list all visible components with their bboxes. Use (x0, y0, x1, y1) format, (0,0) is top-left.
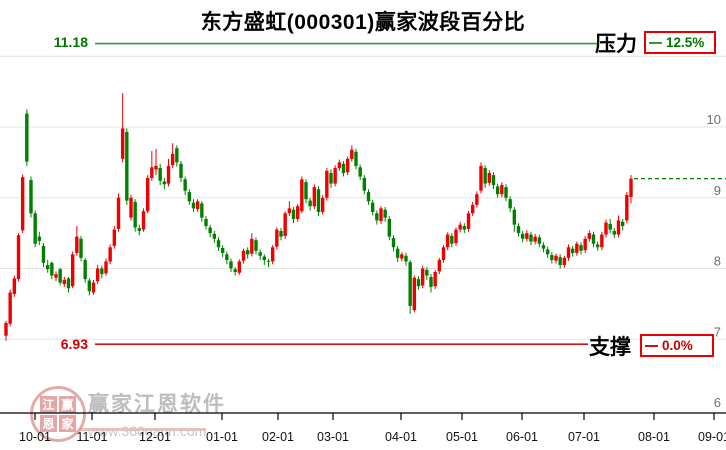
svg-text:7: 7 (714, 324, 721, 339)
svg-text:05-01: 05-01 (446, 430, 478, 444)
svg-text:11-01: 11-01 (76, 430, 107, 444)
svg-text:08-01: 08-01 (638, 430, 670, 444)
svg-text:10: 10 (707, 112, 721, 127)
svg-text:6: 6 (714, 395, 721, 410)
svg-text:04-01: 04-01 (385, 430, 417, 444)
svg-text:8: 8 (714, 254, 721, 269)
svg-text:10-01: 10-01 (19, 430, 51, 444)
seal-char: 江 (40, 396, 57, 413)
svg-text:9: 9 (714, 183, 721, 198)
support-percent: 0.0% (662, 337, 693, 353)
seal-char: 赢 (59, 396, 76, 413)
svg-text:07-01: 07-01 (568, 430, 600, 444)
pressure-badge: 12.5% (644, 31, 716, 54)
svg-text:03-01: 03-01 (317, 430, 349, 444)
svg-text:01-01: 01-01 (206, 430, 238, 444)
watermark-url-text: www.360gann.com (88, 423, 207, 439)
seal-char: 家 (59, 415, 76, 432)
chart-title: 东方盛虹(000301)赢家波段百分比 (200, 11, 526, 34)
svg-text:09-01: 09-01 (698, 430, 726, 444)
svg-text:02-01: 02-01 (262, 430, 294, 444)
seal-char: 恩 (40, 415, 57, 432)
svg-text:06-01: 06-01 (506, 430, 538, 444)
support-badge: 0.0% (640, 334, 714, 357)
svg-text:12-01: 12-01 (139, 430, 171, 444)
pressure-line-sample-icon (649, 41, 662, 44)
support-line-sample-icon (645, 344, 658, 347)
support-value: 6.93 (60, 336, 88, 352)
pressure-value: 11.18 (53, 34, 88, 50)
seal-ribbon (80, 428, 206, 431)
pressure-label: 压力 (595, 33, 637, 56)
brand-seal-icon: 江 赢 恩 家 (30, 386, 86, 442)
support-label: 支撑 (589, 336, 631, 359)
pressure-percent: 12.5% (666, 34, 705, 50)
watermark-brand-text: 赢家江恩软件 (88, 393, 226, 416)
